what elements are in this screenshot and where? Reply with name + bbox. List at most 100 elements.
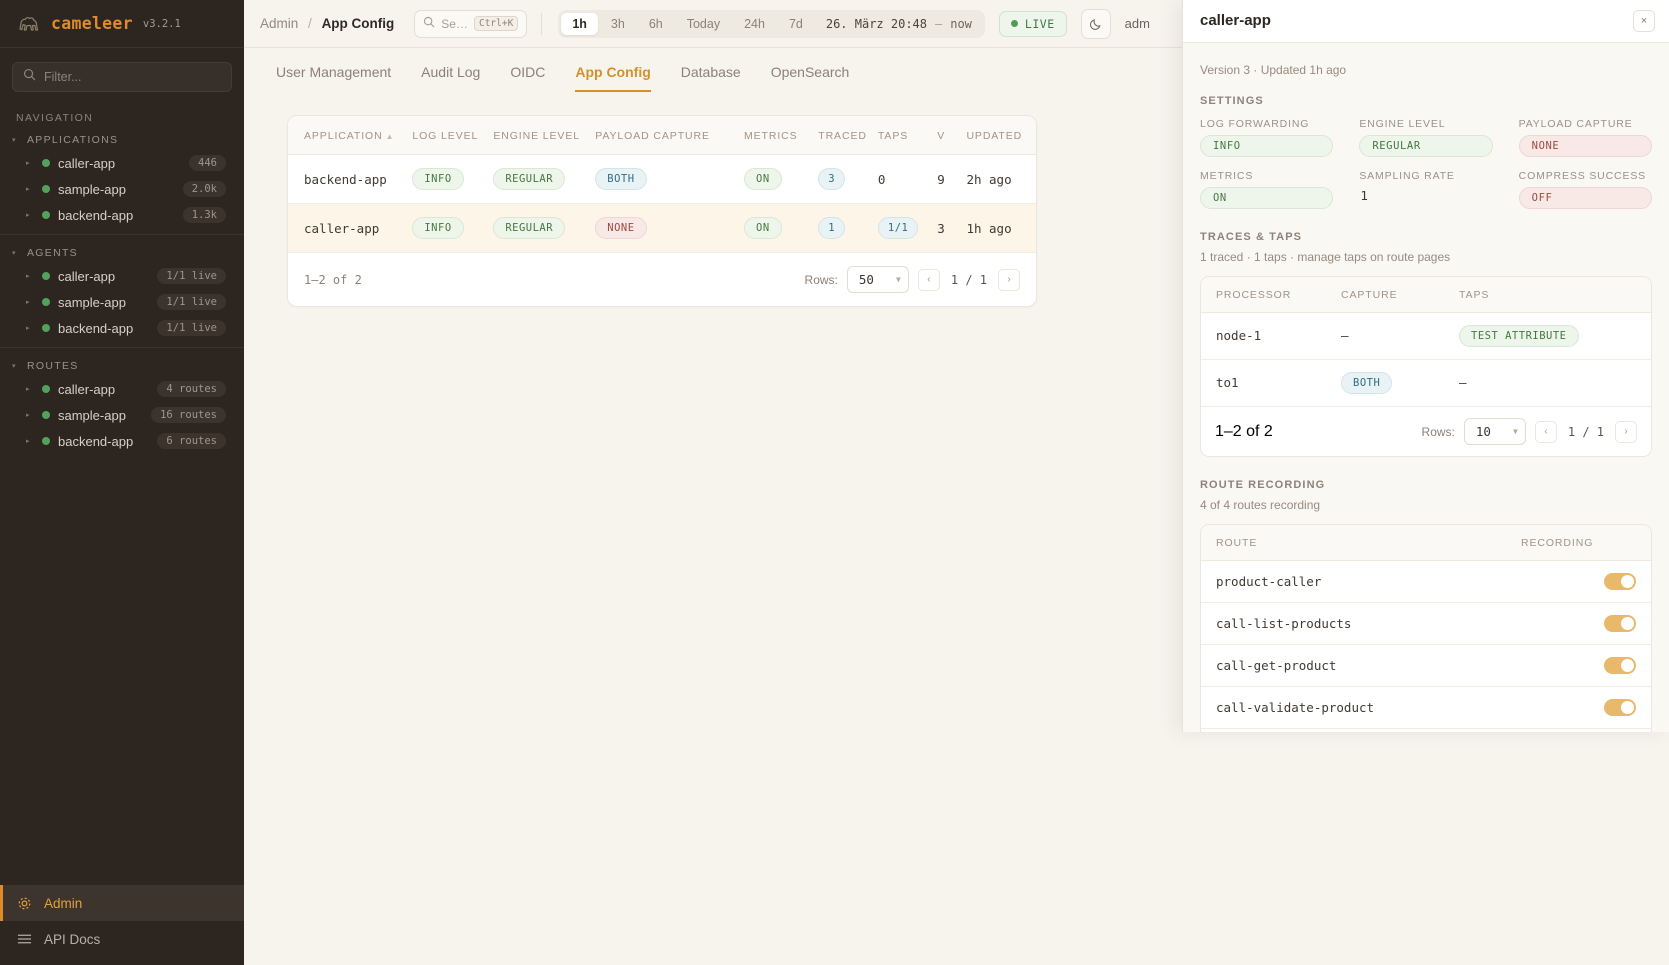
status-dot — [42, 272, 50, 280]
column-log-level[interactable]: LOG LEVEL — [412, 116, 494, 155]
column-traced[interactable]: TRACED — [818, 116, 878, 155]
table-row[interactable]: to1 BOTH — — [1201, 359, 1651, 408]
column-application[interactable]: APPLICATION ▲ — [288, 116, 413, 155]
drawer-header: caller-app × — [1183, 0, 1669, 43]
chevron-right-icon: ▸ — [26, 299, 30, 306]
brand[interactable]: cameleer v3.2.1 — [0, 0, 244, 48]
cell-recording — [1521, 686, 1651, 730]
table-row[interactable]: product-caller — [1201, 560, 1651, 604]
group-header-routes[interactable]: ▾ ROUTES — [0, 356, 244, 376]
rows-per-page-select[interactable]: 50 ▼ — [846, 266, 909, 294]
range-24h[interactable]: 24h — [744, 16, 765, 31]
sidebar-item-agent-sample-app[interactable]: ▸ sample-app 1/1 live — [0, 289, 244, 315]
live-badge[interactable]: LIVE — [998, 10, 1067, 37]
cell-application: caller-app — [288, 203, 413, 254]
column-recording: RECORDING — [1521, 525, 1651, 562]
setting-value[interactable]: REGULAR — [1359, 134, 1493, 157]
setting-value[interactable]: ON — [1200, 186, 1334, 209]
column-taps[interactable]: TAPS — [877, 116, 938, 155]
group-header-applications[interactable]: ▾ APPLICATIONS — [0, 130, 244, 150]
group-header-agents[interactable]: ▾ AGENTS — [0, 243, 244, 263]
range-7d[interactable]: 7d — [788, 16, 803, 31]
sidebar-item-label: Admin — [44, 895, 83, 911]
column-metrics[interactable]: METRICS — [744, 116, 819, 155]
column-updated[interactable]: UPDATED — [966, 116, 1036, 155]
main-area: Admin / App Config Se… Ctrl+K 1h 3h 6h T… — [244, 0, 1669, 965]
column-payload-capture[interactable]: PAYLOAD CAPTURE — [595, 116, 744, 155]
table-row[interactable]: backend-app INFO REGULAR BOTH ON 3 0 9 2… — [288, 154, 1036, 205]
tab-oidc[interactable]: OIDC — [510, 64, 546, 80]
prev-page-button[interactable]: ‹ — [1534, 420, 1557, 443]
sidebar-item-agent-caller-app[interactable]: ▸ caller-app 1/1 live — [0, 263, 244, 289]
filter-input[interactable] — [44, 70, 221, 84]
table-row[interactable]: caller-app INFO REGULAR NONE ON 1 1/1 3 … — [288, 203, 1036, 254]
setting-metrics: METRICS ON — [1200, 170, 1334, 209]
log-level-badge: INFO — [412, 217, 464, 240]
chevron-right-icon: ▸ — [26, 160, 30, 167]
prev-page-button[interactable]: ‹ — [917, 268, 940, 291]
user-menu[interactable]: adm — [1124, 16, 1150, 31]
traced-badge: 1 — [818, 217, 846, 240]
next-page-button[interactable]: › — [1615, 420, 1637, 443]
sidebar-item-label: sample-app — [58, 181, 126, 197]
breadcrumb-current: App Config — [321, 16, 395, 31]
app-config-table: APPLICATION ▲ LOG LEVEL ENGINE LEVEL PAYL… — [288, 116, 1036, 254]
sidebar-item-app-backend-app[interactable]: ▸ backend-app 1.3k — [0, 202, 244, 228]
toggle-knob — [1621, 617, 1634, 631]
sidebar-item-app-caller-app[interactable]: ▸ caller-app 446 — [0, 150, 244, 176]
date-range-display[interactable]: 26. März 20:48 — now — [816, 13, 982, 35]
table-row[interactable]: call-get-product — [1201, 644, 1651, 688]
tab-database[interactable]: Database — [680, 64, 741, 80]
recording-toggle[interactable] — [1604, 573, 1636, 591]
recording-toggle[interactable] — [1604, 657, 1636, 675]
table-row[interactable]: node-1 — TEST ATTRIBUTE — [1201, 312, 1651, 360]
menu-icon — [16, 931, 32, 947]
sidebar-item-route-sample-app[interactable]: ▸ sample-app 16 routes — [0, 402, 244, 428]
log-level-badge: INFO — [412, 168, 464, 191]
sidebar-item-badge: 1/1 live — [157, 268, 226, 284]
setting-value[interactable]: NONE — [1518, 134, 1652, 157]
tab-user-management[interactable]: User Management — [276, 64, 392, 80]
tab-opensearch[interactable]: OpenSearch — [770, 64, 850, 80]
sidebar-item-api-docs[interactable]: API Docs — [0, 921, 244, 957]
toggle-knob — [1621, 659, 1634, 673]
table-header-row: ROUTE RECORDING — [1201, 525, 1651, 562]
recording-toggle[interactable] — [1604, 699, 1636, 717]
table-row[interactable]: call-list-products — [1201, 602, 1651, 646]
sidebar-item-app-sample-app[interactable]: ▸ sample-app 2.0k — [0, 176, 244, 202]
app-config-card: APPLICATION ▲ LOG LEVEL ENGINE LEVEL PAYL… — [287, 115, 1037, 308]
column-version[interactable]: V — [937, 116, 967, 155]
traces-table-body: node-1 — TEST ATTRIBUTE to1 BOTH — — [1201, 312, 1651, 408]
sidebar-item-label: caller-app — [58, 268, 116, 284]
sidebar-item-route-caller-app[interactable]: ▸ caller-app 4 routes — [0, 376, 244, 402]
column-engine-level[interactable]: ENGINE LEVEL — [493, 116, 596, 155]
rows-per-page-select[interactable]: 10 ▼ — [1463, 418, 1526, 446]
sidebar-item-route-backend-app[interactable]: ▸ backend-app 6 routes — [0, 428, 244, 454]
range-3h[interactable]: 3h — [610, 16, 625, 31]
setting-value[interactable]: INFO — [1200, 134, 1334, 157]
moon-icon[interactable] — [1080, 8, 1111, 39]
cell-engine-level: REGULAR — [493, 203, 596, 254]
date-from: 26. März 20:48 — [825, 16, 927, 31]
recording-toggle[interactable] — [1604, 615, 1636, 633]
settings-grid: LOG FORWARDING INFO ENGINE LEVEL REGULAR… — [1200, 118, 1652, 209]
search-icon — [423, 15, 435, 33]
column-label: APPLICATION — [304, 130, 383, 142]
range-1h[interactable]: 1h — [561, 12, 598, 35]
rows-label: Rows: — [804, 272, 838, 287]
filter-box[interactable] — [12, 62, 232, 92]
search-input[interactable]: Se… Ctrl+K — [414, 9, 528, 38]
table-row[interactable]: call-validate-product — [1201, 686, 1651, 730]
status-dot — [42, 411, 50, 419]
next-page-button[interactable]: › — [998, 268, 1020, 291]
range-6h[interactable]: 6h — [648, 16, 663, 31]
range-today[interactable]: Today — [686, 16, 721, 31]
tab-app-config[interactable]: App Config — [575, 64, 651, 92]
sidebar-item-agent-backend-app[interactable]: ▸ backend-app 1/1 live — [0, 315, 244, 341]
setting-value[interactable]: OFF — [1518, 186, 1652, 209]
close-icon[interactable]: × — [1633, 9, 1655, 32]
breadcrumb-root[interactable]: Admin — [260, 16, 299, 31]
status-dot — [42, 211, 50, 219]
sidebar-item-admin[interactable]: Admin — [0, 885, 244, 921]
tab-audit-log[interactable]: Audit Log — [421, 64, 481, 80]
